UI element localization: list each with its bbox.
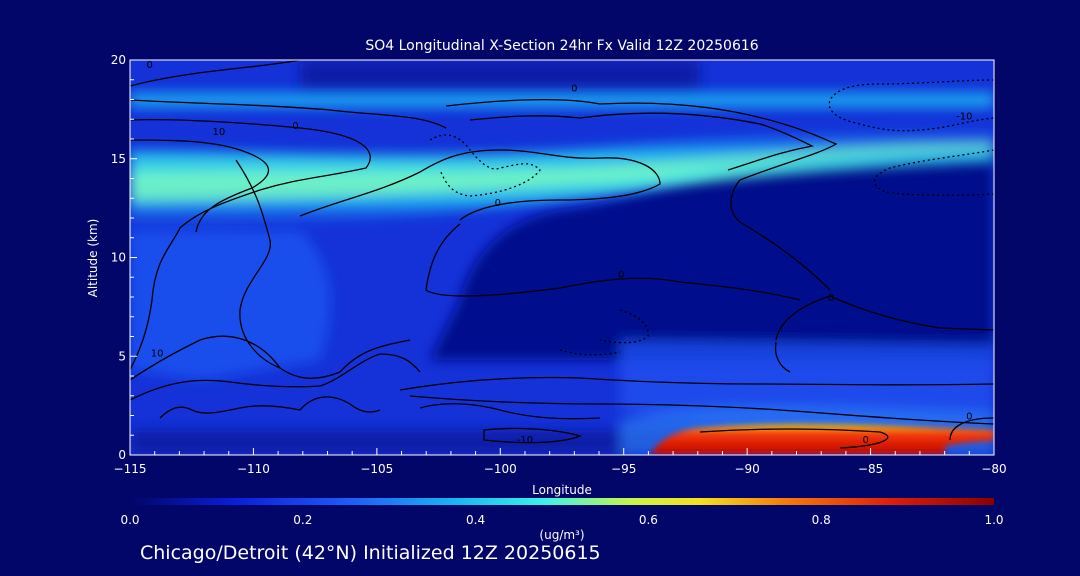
- x-tick-label: −95: [611, 462, 636, 476]
- contour-label: 0: [862, 435, 868, 446]
- contour-label: 0: [292, 121, 298, 132]
- colorbar-ticks: 0.0 0.2 0.4 0.6 0.8 1.0: [120, 513, 1003, 527]
- field-low-upper-right: [430, 60, 994, 360]
- contour-lines: [130, 60, 994, 449]
- x-tick-label: −105: [360, 462, 393, 476]
- contour-right-upper: [775, 295, 994, 341]
- footer-initialization-text: Chicago/Detroit (42°N) Initialized 12Z 2…: [140, 542, 601, 564]
- contour-label: 10: [151, 348, 164, 359]
- y-tick-label: 10: [111, 251, 126, 265]
- colorbar: [130, 498, 994, 505]
- x-tick-label: −90: [734, 462, 759, 476]
- contour-dotted-center-2: [559, 349, 621, 356]
- colorbar-tick-label: 0.2: [293, 513, 312, 527]
- x-tick-label: −110: [237, 462, 270, 476]
- contour-0-surface-right: [949, 417, 994, 441]
- field-lower-band: [620, 340, 994, 425]
- contour-surface-plume: [699, 428, 889, 449]
- contour-0-center-lower: [425, 223, 801, 301]
- contour-dotted-right-2: [873, 149, 994, 196]
- colorbar-tick-label: 0.4: [466, 513, 485, 527]
- upper-band-core: [130, 142, 994, 202]
- contour-0-left: [130, 118, 371, 371]
- y-axis-ticks: 0 5 10 15 20: [111, 53, 137, 462]
- field-low-upper-left: [300, 60, 700, 90]
- contour-10-lower-left: [130, 335, 411, 381]
- contour-labels: 0 10 0 0 -10 0 0 0 10 -10 0 0: [147, 60, 973, 446]
- contour-surface-left: [159, 396, 381, 419]
- x-tick-label: −115: [114, 462, 147, 476]
- y-tick-label: 15: [111, 152, 126, 166]
- contour-low-band-2: [409, 395, 994, 425]
- contour-label: 0: [571, 84, 577, 95]
- heatmap-field: [130, 60, 994, 455]
- contour-0-center: [299, 149, 661, 221]
- x-axis-ticks: −115 −110 −105 −100 −95 −90 −85 −80: [114, 448, 1007, 476]
- colorbar-unit-label: (ug/m³): [539, 528, 584, 542]
- chart-title: SO4 Longitudinal X-Section 24hr Fx Valid…: [365, 38, 758, 54]
- contour-upper-mid-inner: [469, 112, 815, 171]
- contour-0-lower-left: [130, 353, 421, 401]
- contour-surface-mid: [419, 403, 601, 420]
- contour-label: 0: [495, 198, 501, 209]
- y-axis-label: Altitude (km): [86, 219, 100, 298]
- contour-label: 0: [828, 293, 834, 304]
- x-tick-label: −100: [484, 462, 517, 476]
- contour-label: 10: [213, 127, 226, 138]
- x-tick-label: −85: [858, 462, 883, 476]
- contour-dotted-center: [599, 309, 649, 344]
- contour-label: 0: [966, 411, 972, 422]
- contour-right-lower: [774, 341, 791, 373]
- y-tick-label: 0: [118, 448, 126, 462]
- field-mid-left: [130, 230, 331, 380]
- colorbar-tick-label: 1.0: [984, 513, 1003, 527]
- y-tick-label: 5: [118, 349, 126, 363]
- contour-left-vertical: [235, 159, 281, 369]
- contour-dotted-upper: [429, 134, 541, 197]
- contour-top-left: [130, 60, 301, 87]
- surface-plume: [652, 424, 994, 455]
- x-axis-label: Longitude: [532, 483, 592, 497]
- contour-label: -10: [956, 111, 972, 122]
- y-tick-label: 20: [111, 53, 126, 67]
- colorbar-tick-label: 0.0: [120, 513, 139, 527]
- contour-low-band: [399, 376, 994, 391]
- contour-label: 0: [618, 269, 624, 280]
- contour-10-surface: [483, 427, 582, 444]
- colorbar-tick-label: 0.6: [639, 513, 658, 527]
- surface-plume-red: [652, 424, 994, 455]
- contour-left-upper: [130, 99, 447, 129]
- contour-label: 0: [147, 60, 153, 71]
- x-tick-label: −80: [981, 462, 1006, 476]
- contour-upper-mid: [445, 98, 838, 291]
- contour-label: -10: [517, 435, 533, 446]
- contour-dotted-right: [828, 79, 994, 132]
- contour-10-left: [130, 139, 270, 233]
- colorbar-tick-label: 0.8: [812, 513, 831, 527]
